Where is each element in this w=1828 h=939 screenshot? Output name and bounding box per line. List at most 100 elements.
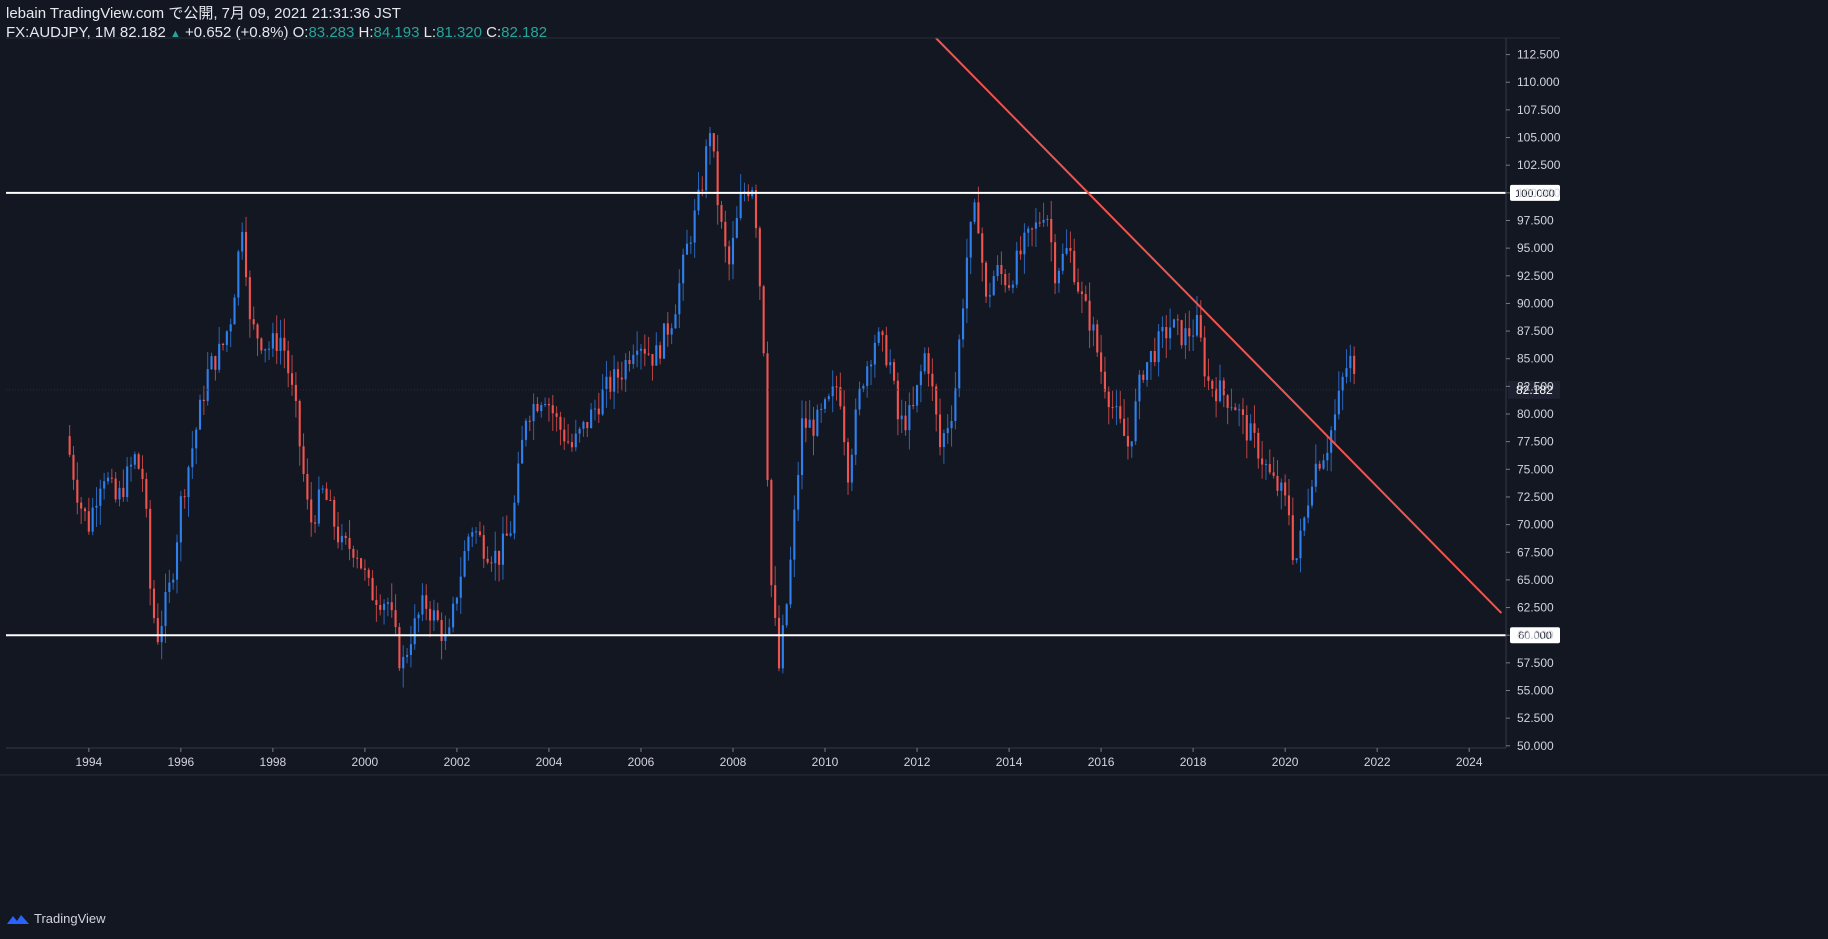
levels-layer[interactable]: 100.000 60.000 82.182 bbox=[6, 184, 1560, 644]
candle-body bbox=[1230, 407, 1233, 409]
candle-body bbox=[659, 345, 662, 359]
candle-body bbox=[283, 337, 286, 351]
candle-body bbox=[1253, 423, 1256, 433]
candle-body bbox=[1245, 415, 1248, 441]
candle-body bbox=[1238, 409, 1241, 411]
candle-body bbox=[988, 295, 991, 297]
candle-body bbox=[931, 373, 934, 387]
candle-body bbox=[329, 499, 332, 501]
candle-body bbox=[444, 633, 447, 642]
candle-body bbox=[237, 251, 240, 298]
candle-body bbox=[544, 404, 547, 406]
candle-body bbox=[969, 221, 972, 258]
price-tick-label: 105.000 bbox=[1517, 131, 1561, 145]
chart-header: lebain TradingView.com で公開, 7月 09, 2021 … bbox=[6, 5, 547, 43]
candle-body bbox=[954, 388, 957, 421]
price-tick-label: 97.500 bbox=[1517, 213, 1554, 227]
candle-body bbox=[1142, 374, 1145, 380]
candle-body bbox=[413, 618, 416, 645]
candle-body bbox=[958, 339, 961, 389]
candle-body bbox=[639, 348, 643, 351]
candle-body bbox=[643, 348, 646, 354]
price-tick-label: 77.500 bbox=[1517, 435, 1554, 449]
open-value: 83.283 bbox=[308, 24, 355, 41]
candle-body bbox=[559, 416, 562, 430]
price-tick-label: 57.500 bbox=[1517, 656, 1554, 670]
time-axis[interactable]: 1994 1996 1998 2000 2002 2004 2006 2008 2010 2012… bbox=[0, 747, 1828, 776]
candle-body bbox=[168, 582, 171, 593]
candle-body bbox=[1215, 388, 1218, 402]
price-tick-label: 62.500 bbox=[1517, 601, 1554, 615]
low-label: L: bbox=[423, 24, 437, 41]
candle-body bbox=[475, 531, 478, 533]
candle-body bbox=[156, 618, 159, 643]
candle-body bbox=[1130, 441, 1133, 447]
time-tick-label: 2008 bbox=[720, 755, 747, 769]
candle-body bbox=[149, 508, 152, 589]
candle-body bbox=[1100, 352, 1103, 372]
candle-body bbox=[141, 468, 144, 480]
trendline[interactable] bbox=[935, 37, 1503, 614]
candle-body bbox=[371, 577, 374, 601]
candle-body bbox=[678, 283, 681, 315]
candle-body bbox=[981, 233, 984, 263]
candle-body bbox=[962, 308, 965, 340]
candle-body bbox=[762, 286, 765, 354]
candle-body bbox=[244, 231, 248, 278]
price-tick-label: 85.000 bbox=[1517, 352, 1554, 366]
candle-body bbox=[1004, 274, 1007, 286]
candle-body bbox=[800, 418, 804, 476]
candle-body bbox=[804, 418, 807, 428]
candle-body bbox=[1287, 495, 1291, 516]
time-tick-label: 2020 bbox=[1272, 755, 1299, 769]
candle-body bbox=[1111, 407, 1114, 409]
candle-body bbox=[363, 568, 366, 570]
close-value: 82.182 bbox=[501, 24, 548, 41]
candle-body bbox=[869, 364, 873, 367]
candle-body bbox=[927, 353, 930, 374]
candle-body bbox=[164, 592, 167, 626]
candle-body bbox=[317, 489, 320, 524]
candle-body bbox=[122, 487, 125, 498]
symbol-label[interactable]: FX:AUDJPY, 1M 82.182 bbox=[6, 24, 166, 41]
time-tick-label: 2002 bbox=[444, 755, 471, 769]
candle-body bbox=[973, 202, 976, 222]
candle-body bbox=[1295, 558, 1298, 561]
candle-body bbox=[532, 403, 535, 422]
candle-body bbox=[340, 535, 343, 543]
candle-body bbox=[486, 558, 489, 563]
candle-body bbox=[1188, 328, 1191, 337]
candle-body bbox=[889, 362, 892, 366]
candle-body bbox=[766, 353, 769, 481]
candle-body bbox=[1264, 464, 1268, 466]
price-tick-label: 110.000 bbox=[1517, 75, 1560, 89]
candle-body bbox=[593, 408, 597, 410]
time-tick-label: 2012 bbox=[904, 755, 931, 769]
candle-body bbox=[1019, 250, 1022, 255]
time-tick-label: 1996 bbox=[167, 755, 194, 769]
candle-body bbox=[106, 477, 110, 482]
candle-body bbox=[1015, 250, 1018, 285]
candle-body bbox=[551, 405, 554, 414]
candle-body bbox=[613, 369, 616, 392]
candle-body bbox=[367, 569, 370, 578]
candle-body bbox=[1326, 452, 1329, 461]
candle-body bbox=[1088, 300, 1091, 331]
price-axis[interactable]: 112.500 110.000 107.500 105.000 102.500 100.0… bbox=[6, 37, 1561, 753]
candle-body bbox=[1138, 374, 1141, 402]
trendline-layer[interactable] bbox=[935, 37, 1503, 614]
candle-body bbox=[586, 421, 589, 429]
candle-body bbox=[770, 480, 773, 586]
price-tick-label: 82.500 bbox=[1517, 379, 1554, 393]
candle-body bbox=[1195, 315, 1199, 336]
candle-body bbox=[321, 488, 324, 490]
candle-body bbox=[398, 627, 401, 669]
candle-body bbox=[1280, 482, 1283, 491]
candle-body bbox=[375, 600, 378, 606]
candle-body bbox=[521, 439, 524, 464]
candle-body bbox=[628, 360, 631, 365]
candle-body bbox=[605, 376, 608, 390]
candle-body bbox=[429, 608, 432, 621]
candle-body bbox=[348, 537, 351, 549]
